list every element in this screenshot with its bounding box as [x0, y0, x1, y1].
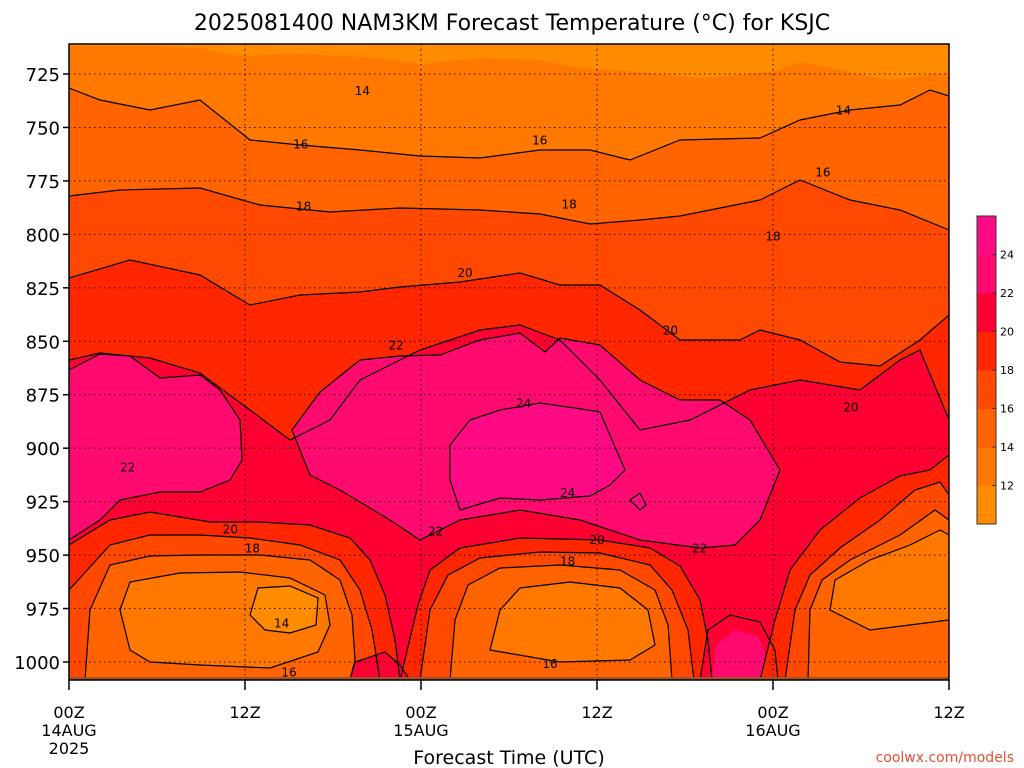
contour-label: 22: [120, 460, 135, 474]
contour-label: 24: [516, 396, 531, 410]
contour-label: 22: [692, 542, 707, 556]
contour-label: 18: [296, 200, 311, 214]
colorbar: 12 14 16 18 20 22 24: [976, 215, 1014, 525]
contour-labels: 14 14 16 16 16 18 18 18 20 20 20 22 22 22 22 24 24 20 18 20…: [120, 84, 858, 680]
x-tick-label: 00Z: [757, 703, 788, 722]
gridlines: [69, 44, 949, 680]
y-tick-label: 850: [26, 332, 60, 353]
contour-label: 20: [663, 324, 678, 338]
y-tick-label: 900: [26, 439, 60, 460]
contour-label: 14: [274, 617, 289, 631]
contour-label: 16: [542, 657, 557, 671]
contour-label: 14: [836, 103, 851, 117]
contour-label: 16: [815, 165, 830, 179]
x-tick-label: 2025: [49, 739, 90, 758]
colorbar-swatch: [977, 408, 996, 448]
plot-frame: [68, 43, 950, 681]
y-tick-label: 975: [26, 600, 60, 621]
y-tick-label: 725: [26, 65, 60, 86]
contour-label: 18: [245, 542, 260, 556]
diurnal-wave-west-12: [250, 586, 318, 633]
y-tick-label: 875: [26, 386, 60, 407]
contour-label: 20: [223, 522, 238, 536]
contour-label: 14: [355, 84, 370, 98]
x-tick-label: 15AUG: [393, 721, 448, 740]
colorbar-swatch: [977, 293, 996, 332]
x-tick-label: 12Z: [933, 703, 964, 722]
y-tick-label: 800: [26, 225, 60, 246]
x-tick-label: 12Z: [581, 703, 612, 722]
x-tick-label: 12Z: [229, 703, 260, 722]
contour-label: 18: [560, 555, 575, 569]
y-tick-label: 925: [26, 493, 60, 514]
diurnal-wave-center-14: [490, 582, 655, 662]
contour-label: 22: [428, 525, 443, 539]
credit-link[interactable]: coolwx.com/models: [876, 750, 1014, 766]
x-tick-label: 00Z: [405, 703, 436, 722]
colorbar-swatch: [977, 447, 996, 486]
y-tick-label: 950: [26, 546, 60, 567]
colorbar-tick-label: 22: [1000, 287, 1014, 300]
colorbar-tick-label: 20: [1000, 326, 1014, 339]
contour-label: 20: [589, 533, 604, 547]
plot-area: 14 14 16 16 16 18 18 18 20 20 20 22 22 22 22 24 24 20 18 20…: [69, 44, 949, 680]
y-tick-label: 825: [26, 279, 60, 300]
colorbar-swatch: [977, 216, 996, 255]
band-24-26-west: [69, 354, 242, 540]
y-axis: 725 750 775 800 825 850 875 900 925 950 975 1000: [14, 65, 69, 674]
contour-label: 20: [843, 401, 858, 415]
contour-label: 16: [293, 138, 308, 152]
band-26-plus: [450, 403, 625, 510]
colorbar-tick-label: 14: [1000, 441, 1014, 454]
colorbar-swatch: [977, 331, 996, 371]
contour-label: 16: [532, 133, 547, 147]
colorbar-tick-label: 24: [1000, 249, 1014, 262]
contour-label: 18: [561, 197, 576, 211]
contour-label: 22: [388, 339, 403, 353]
colorbar-swatch: [977, 370, 996, 409]
ground-terrain: [69, 677, 949, 680]
contour-label: 18: [765, 230, 780, 244]
colorbar-swatch: [977, 254, 996, 294]
contour-label: 24: [560, 486, 575, 500]
x-tick-label: 16AUG: [745, 721, 800, 740]
colorbar-swatch: [977, 485, 996, 525]
evening-warm-pocket-2-core: [712, 630, 770, 680]
y-tick-label: 1000: [14, 653, 60, 674]
colorbar-tick-label: 12: [1000, 480, 1014, 493]
colorbar-tick-label: 18: [1000, 364, 1014, 377]
band-12-14: [69, 44, 949, 80]
x-tick-label: 00Z: [53, 703, 84, 722]
y-tick-label: 775: [26, 172, 60, 193]
chart-title: 2025081400 NAM3KM Forecast Temperature (…: [194, 11, 830, 36]
x-tick-label: 14AUG: [41, 721, 96, 740]
x-axis-label: Forecast Time (UTC): [413, 747, 604, 768]
contour-label: 20: [457, 266, 472, 280]
colorbar-tick-label: 16: [1000, 403, 1014, 416]
y-tick-label: 750: [26, 118, 60, 139]
contour-label: 16: [281, 666, 296, 680]
